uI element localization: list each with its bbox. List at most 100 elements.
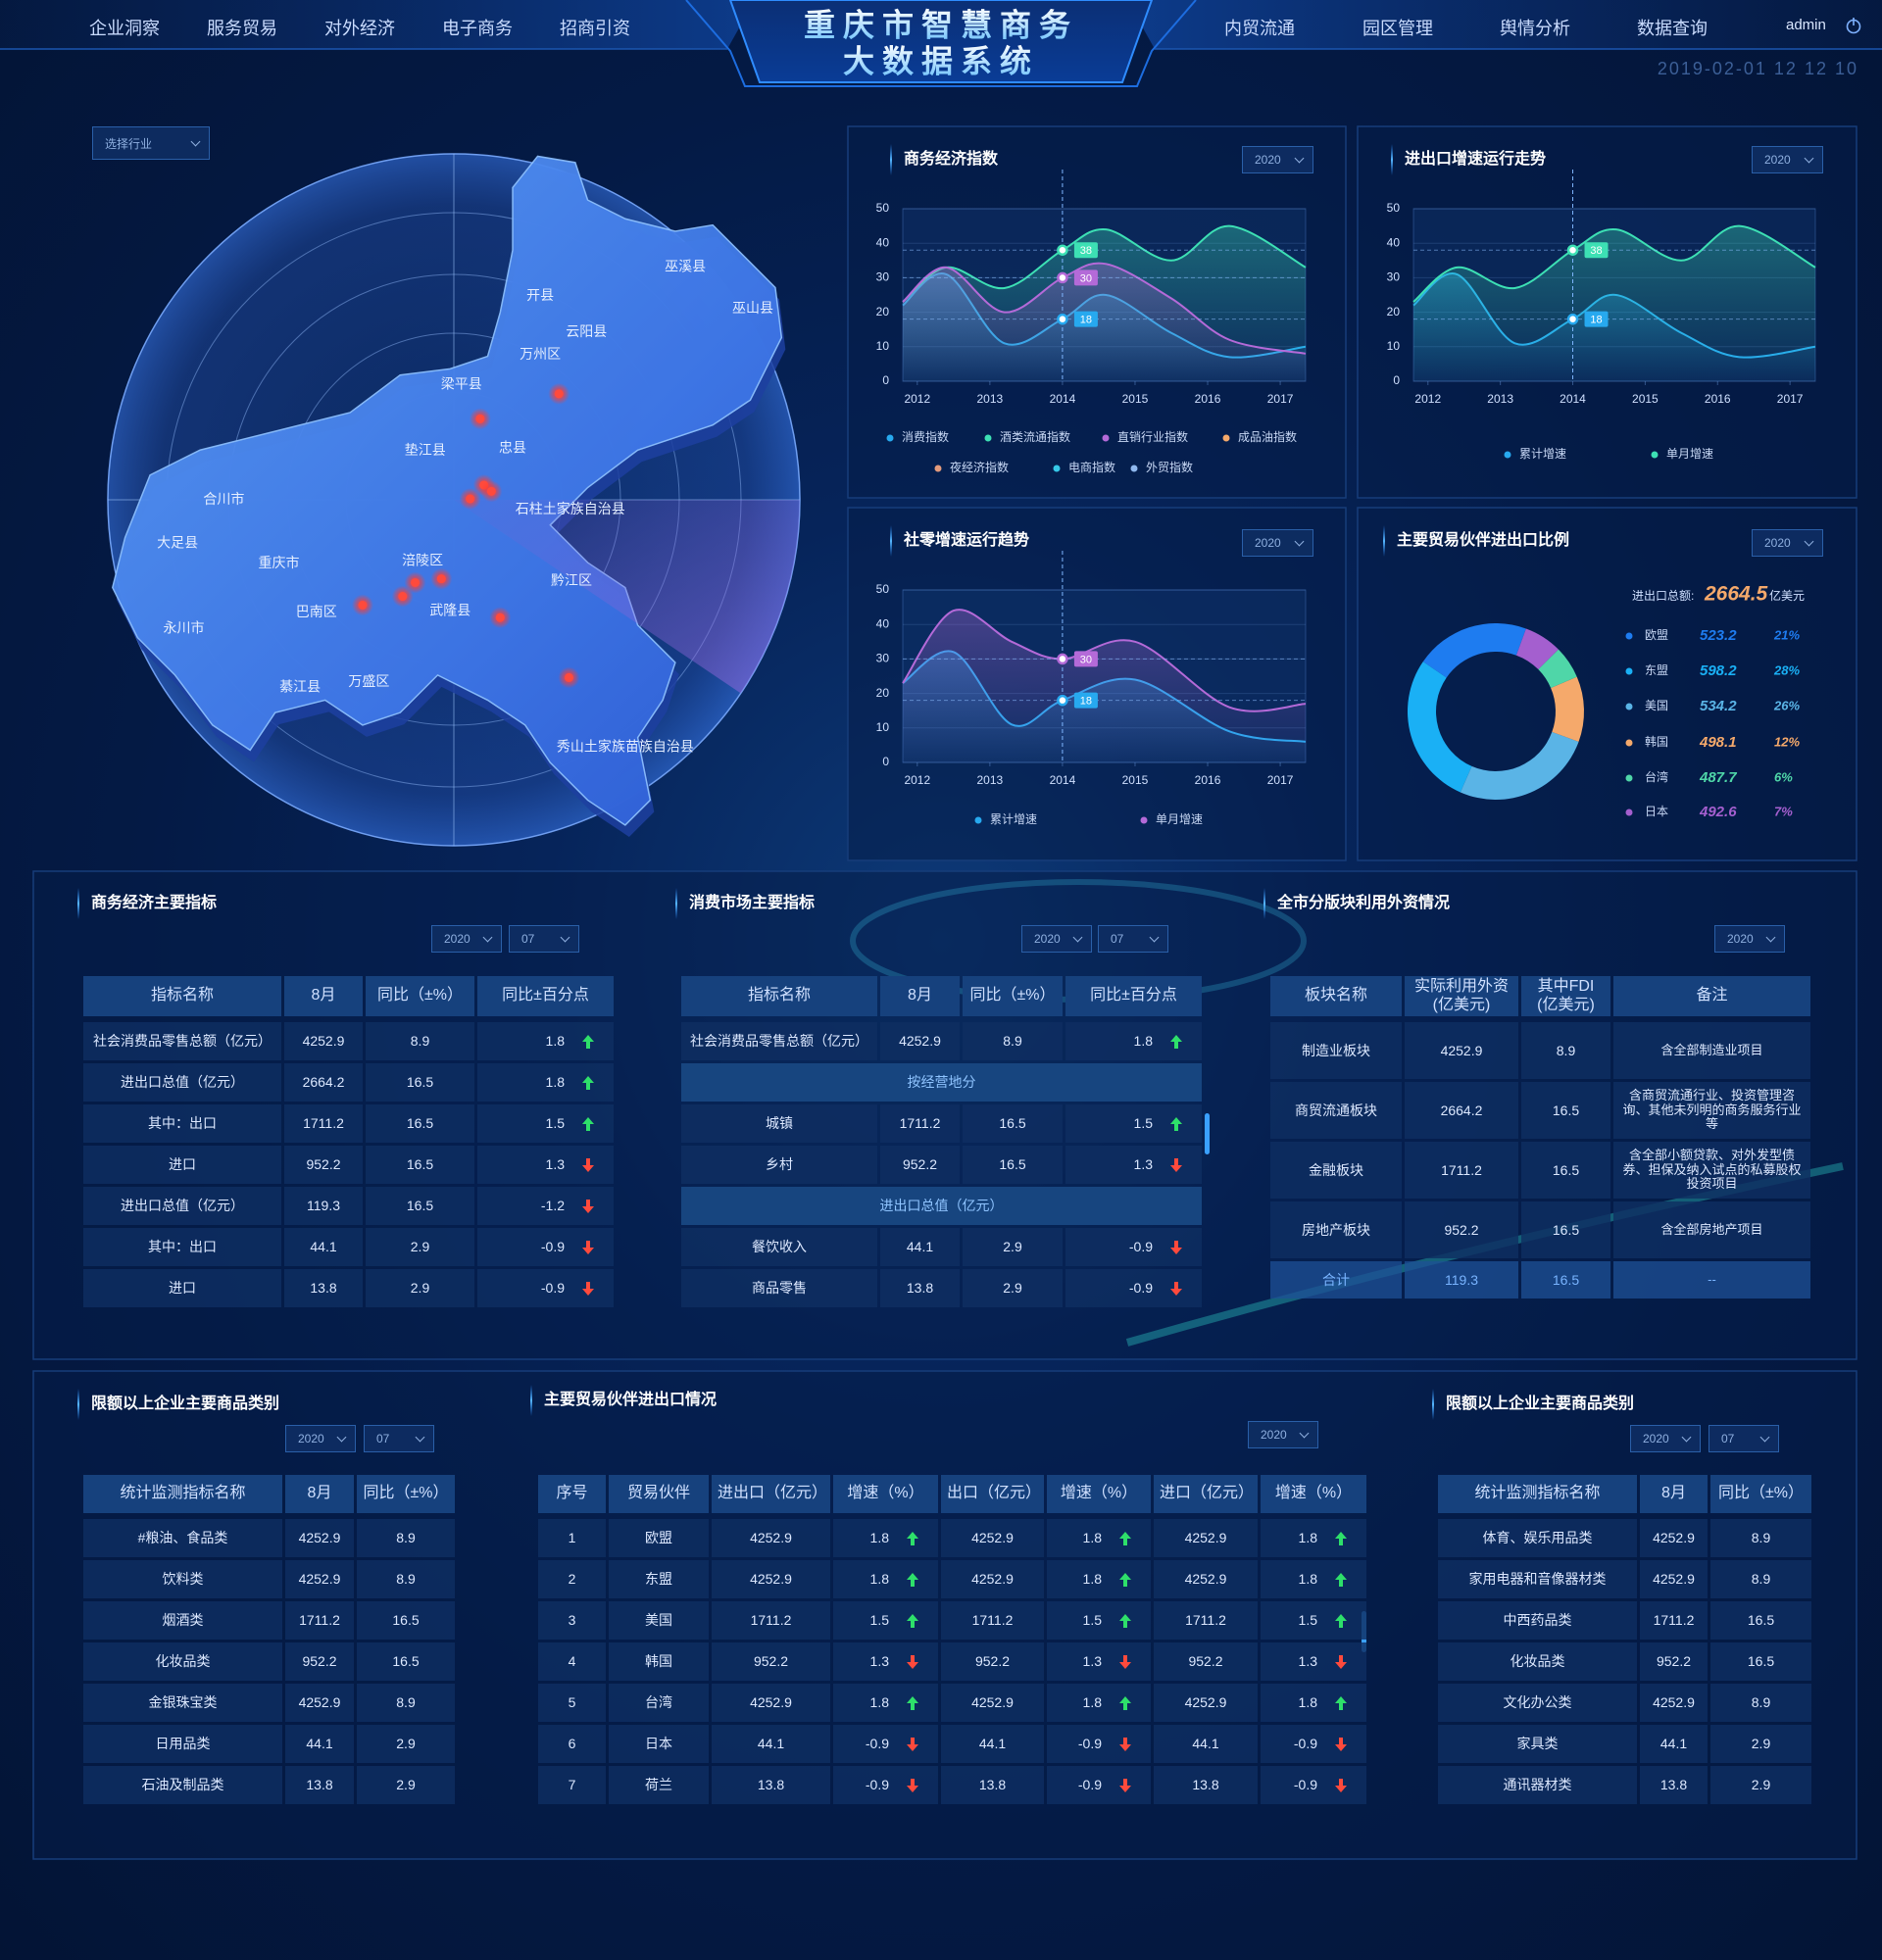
select-box[interactable]: 2020 (1248, 1421, 1318, 1448)
cell-text: 4252.9 (298, 1571, 341, 1588)
table-cell: 4252.9 (712, 1684, 830, 1722)
cell-text: 欧盟 (645, 1530, 672, 1546)
select-box[interactable]: 2020 (285, 1425, 356, 1452)
region-label: 武隆县 (429, 603, 470, 618)
table-cell: 日本 (609, 1725, 709, 1763)
select-text: 2020 (1643, 1432, 1669, 1446)
value-label-bg (1073, 270, 1098, 286)
table-cell: -0.9 (1065, 1269, 1202, 1307)
cell-text: 8.9 (396, 1571, 416, 1588)
nav-item[interactable]: 数据查询 (1637, 19, 1708, 38)
table-cell: 2.9 (1710, 1766, 1811, 1804)
table-cell: 4252.9 (1640, 1519, 1708, 1557)
donut-segment (1551, 676, 1584, 742)
trend-arrow-up (1119, 1613, 1131, 1628)
legend-share: 21% (1773, 627, 1800, 642)
nav-item[interactable]: 电子商务 (442, 19, 513, 38)
table-cell: -1.2 (477, 1187, 614, 1225)
table-cell: 13.8 (880, 1269, 960, 1307)
cell-text: 含全部房地产项目 (1660, 1221, 1763, 1237)
cell-text: 餐饮收入 (752, 1239, 807, 1255)
user-name[interactable]: admin (1786, 17, 1826, 33)
table-cell: 1.8 (1261, 1519, 1366, 1557)
table-cell: 通讯器材类 (1438, 1766, 1637, 1804)
select-box[interactable]: 07 (1098, 925, 1168, 953)
table-cell: 1.5 (833, 1601, 938, 1640)
trend-arrow-down (1170, 1281, 1182, 1296)
map-dot (398, 592, 408, 602)
nav-item[interactable]: 企业洞察 (89, 19, 160, 38)
value-label: 30 (1080, 654, 1092, 665)
nav-item[interactable]: 园区管理 (1362, 19, 1433, 38)
legend-dot (1625, 774, 1633, 782)
cell-text: 1711.2 (971, 1612, 1014, 1629)
legend-dot (1130, 465, 1138, 472)
nav-item[interactable]: 服务贸易 (207, 19, 277, 38)
cell-text: 4252.9 (971, 1571, 1014, 1588)
trend-arrow-down (1119, 1737, 1131, 1751)
nav-item[interactable]: 招商引资 (560, 19, 630, 38)
select-box[interactable]: 07 (1709, 1425, 1779, 1452)
table-header-cell: 同比（±%） (357, 1475, 455, 1513)
table-cell: 家用电器和音像器材类 (1438, 1560, 1637, 1598)
series-line (902, 609, 1307, 712)
select-box[interactable]: 2020 (1752, 529, 1823, 557)
select-box[interactable]: 2020 (1630, 1425, 1701, 1452)
table-cell: 1.8 (1047, 1560, 1151, 1598)
cell-text: 952.2 (302, 1653, 337, 1670)
y-tick-label: 30 (876, 652, 890, 665)
nav-item[interactable]: 对外经济 (324, 19, 395, 38)
nav-item[interactable]: 舆情分析 (1500, 19, 1570, 38)
select-box[interactable]: 07 (509, 925, 579, 953)
cell-text: 4252.9 (1440, 1042, 1483, 1058)
table-cell: 1711.2 (285, 1601, 354, 1640)
table-cell: 合计 (1270, 1261, 1402, 1298)
cell-text: 2664.2 (1440, 1102, 1483, 1118)
donut-segment (1538, 649, 1577, 689)
cell-text: 金银珠宝类 (148, 1694, 218, 1711)
table-cell: 2.9 (366, 1228, 474, 1266)
y-tick-label: 0 (1393, 373, 1400, 387)
cell-text: 4252.9 (971, 1694, 1014, 1711)
table-cell: 1.3 (477, 1146, 614, 1184)
region-label: 巫溪县 (665, 259, 706, 274)
cell-text: 台湾 (645, 1694, 672, 1711)
cell-text: 1.8 (545, 1033, 565, 1050)
x-tick-label: 2015 (1122, 392, 1149, 406)
table-cell: 5 (538, 1684, 606, 1722)
table-cell: 16.5 (366, 1146, 474, 1184)
legend-label: 酒类流通指数 (1000, 429, 1070, 444)
nav-item[interactable]: 内贸流通 (1224, 19, 1295, 38)
table-cell: 化妆品类 (1438, 1642, 1637, 1681)
table-cell: 商品零售 (681, 1269, 877, 1307)
legend-label: 直销行业指数 (1117, 429, 1188, 444)
select-box[interactable]: 2020 (1242, 529, 1313, 557)
value-label: 38 (1080, 245, 1092, 257)
table-cell: -0.9 (477, 1228, 614, 1266)
legend-share: 12% (1774, 734, 1800, 749)
select-box[interactable]: 2020 (1752, 146, 1823, 173)
cell-text: 1.5 (1298, 1612, 1317, 1629)
select-box[interactable]: 2020 (1021, 925, 1092, 953)
cell-text: 8.9 (1003, 1033, 1022, 1050)
select-box[interactable]: 2020 (1242, 146, 1313, 173)
trend-arrow-up (907, 1572, 918, 1587)
cell-text: 含商贸流通行业、投资管理咨询、其他未列明的商务服务行业等 (1622, 1087, 1802, 1132)
legend-dot (1625, 703, 1633, 710)
chevron (1765, 932, 1776, 943)
legend-dot (1625, 667, 1633, 675)
select-box[interactable]: 07 (364, 1425, 434, 1452)
table-cell: 3 (538, 1601, 606, 1640)
select-box[interactable]: 选择行业 (92, 126, 210, 160)
cell-text: 石油及制品类 (141, 1777, 224, 1793)
cell-text: 952.2 (1444, 1221, 1479, 1238)
cell-text: 16.5 (1747, 1612, 1775, 1629)
x-tick-label: 2017 (1777, 392, 1804, 406)
table-cell: 房地产板块 (1270, 1201, 1402, 1258)
cell-text: 16.5 (1552, 1161, 1580, 1178)
select-box[interactable]: 2020 (431, 925, 502, 953)
value-label-bg (1073, 692, 1098, 709)
cell-text: 44.1 (906, 1239, 934, 1255)
cell-text: -0.9 (1128, 1280, 1153, 1297)
select-box[interactable]: 2020 (1714, 925, 1785, 953)
